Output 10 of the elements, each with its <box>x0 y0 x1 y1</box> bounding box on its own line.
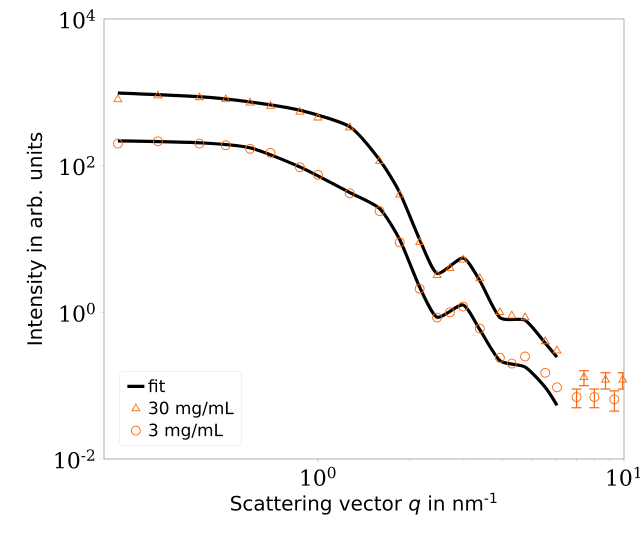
y-tick-label: 10$^{2}$ <box>60 156 94 176</box>
y-tick-label: 10$^{4}$ <box>60 9 95 29</box>
x-axis-title: Scattering vector q in nm$^{-1}$ <box>231 492 496 515</box>
legend-label: 30 mg/mL <box>149 402 234 418</box>
y-tick-label: 10$^{0}$ <box>60 302 95 322</box>
legend-label: fit <box>148 379 165 392</box>
y-tick-label: 10$^{-2}$ <box>56 449 94 469</box>
x-tick-label: 10$^{1}$ <box>608 466 640 486</box>
y-axis-title: Intensity in arb. units <box>26 132 46 344</box>
legend-label: 3 mg/mL <box>149 424 223 440</box>
